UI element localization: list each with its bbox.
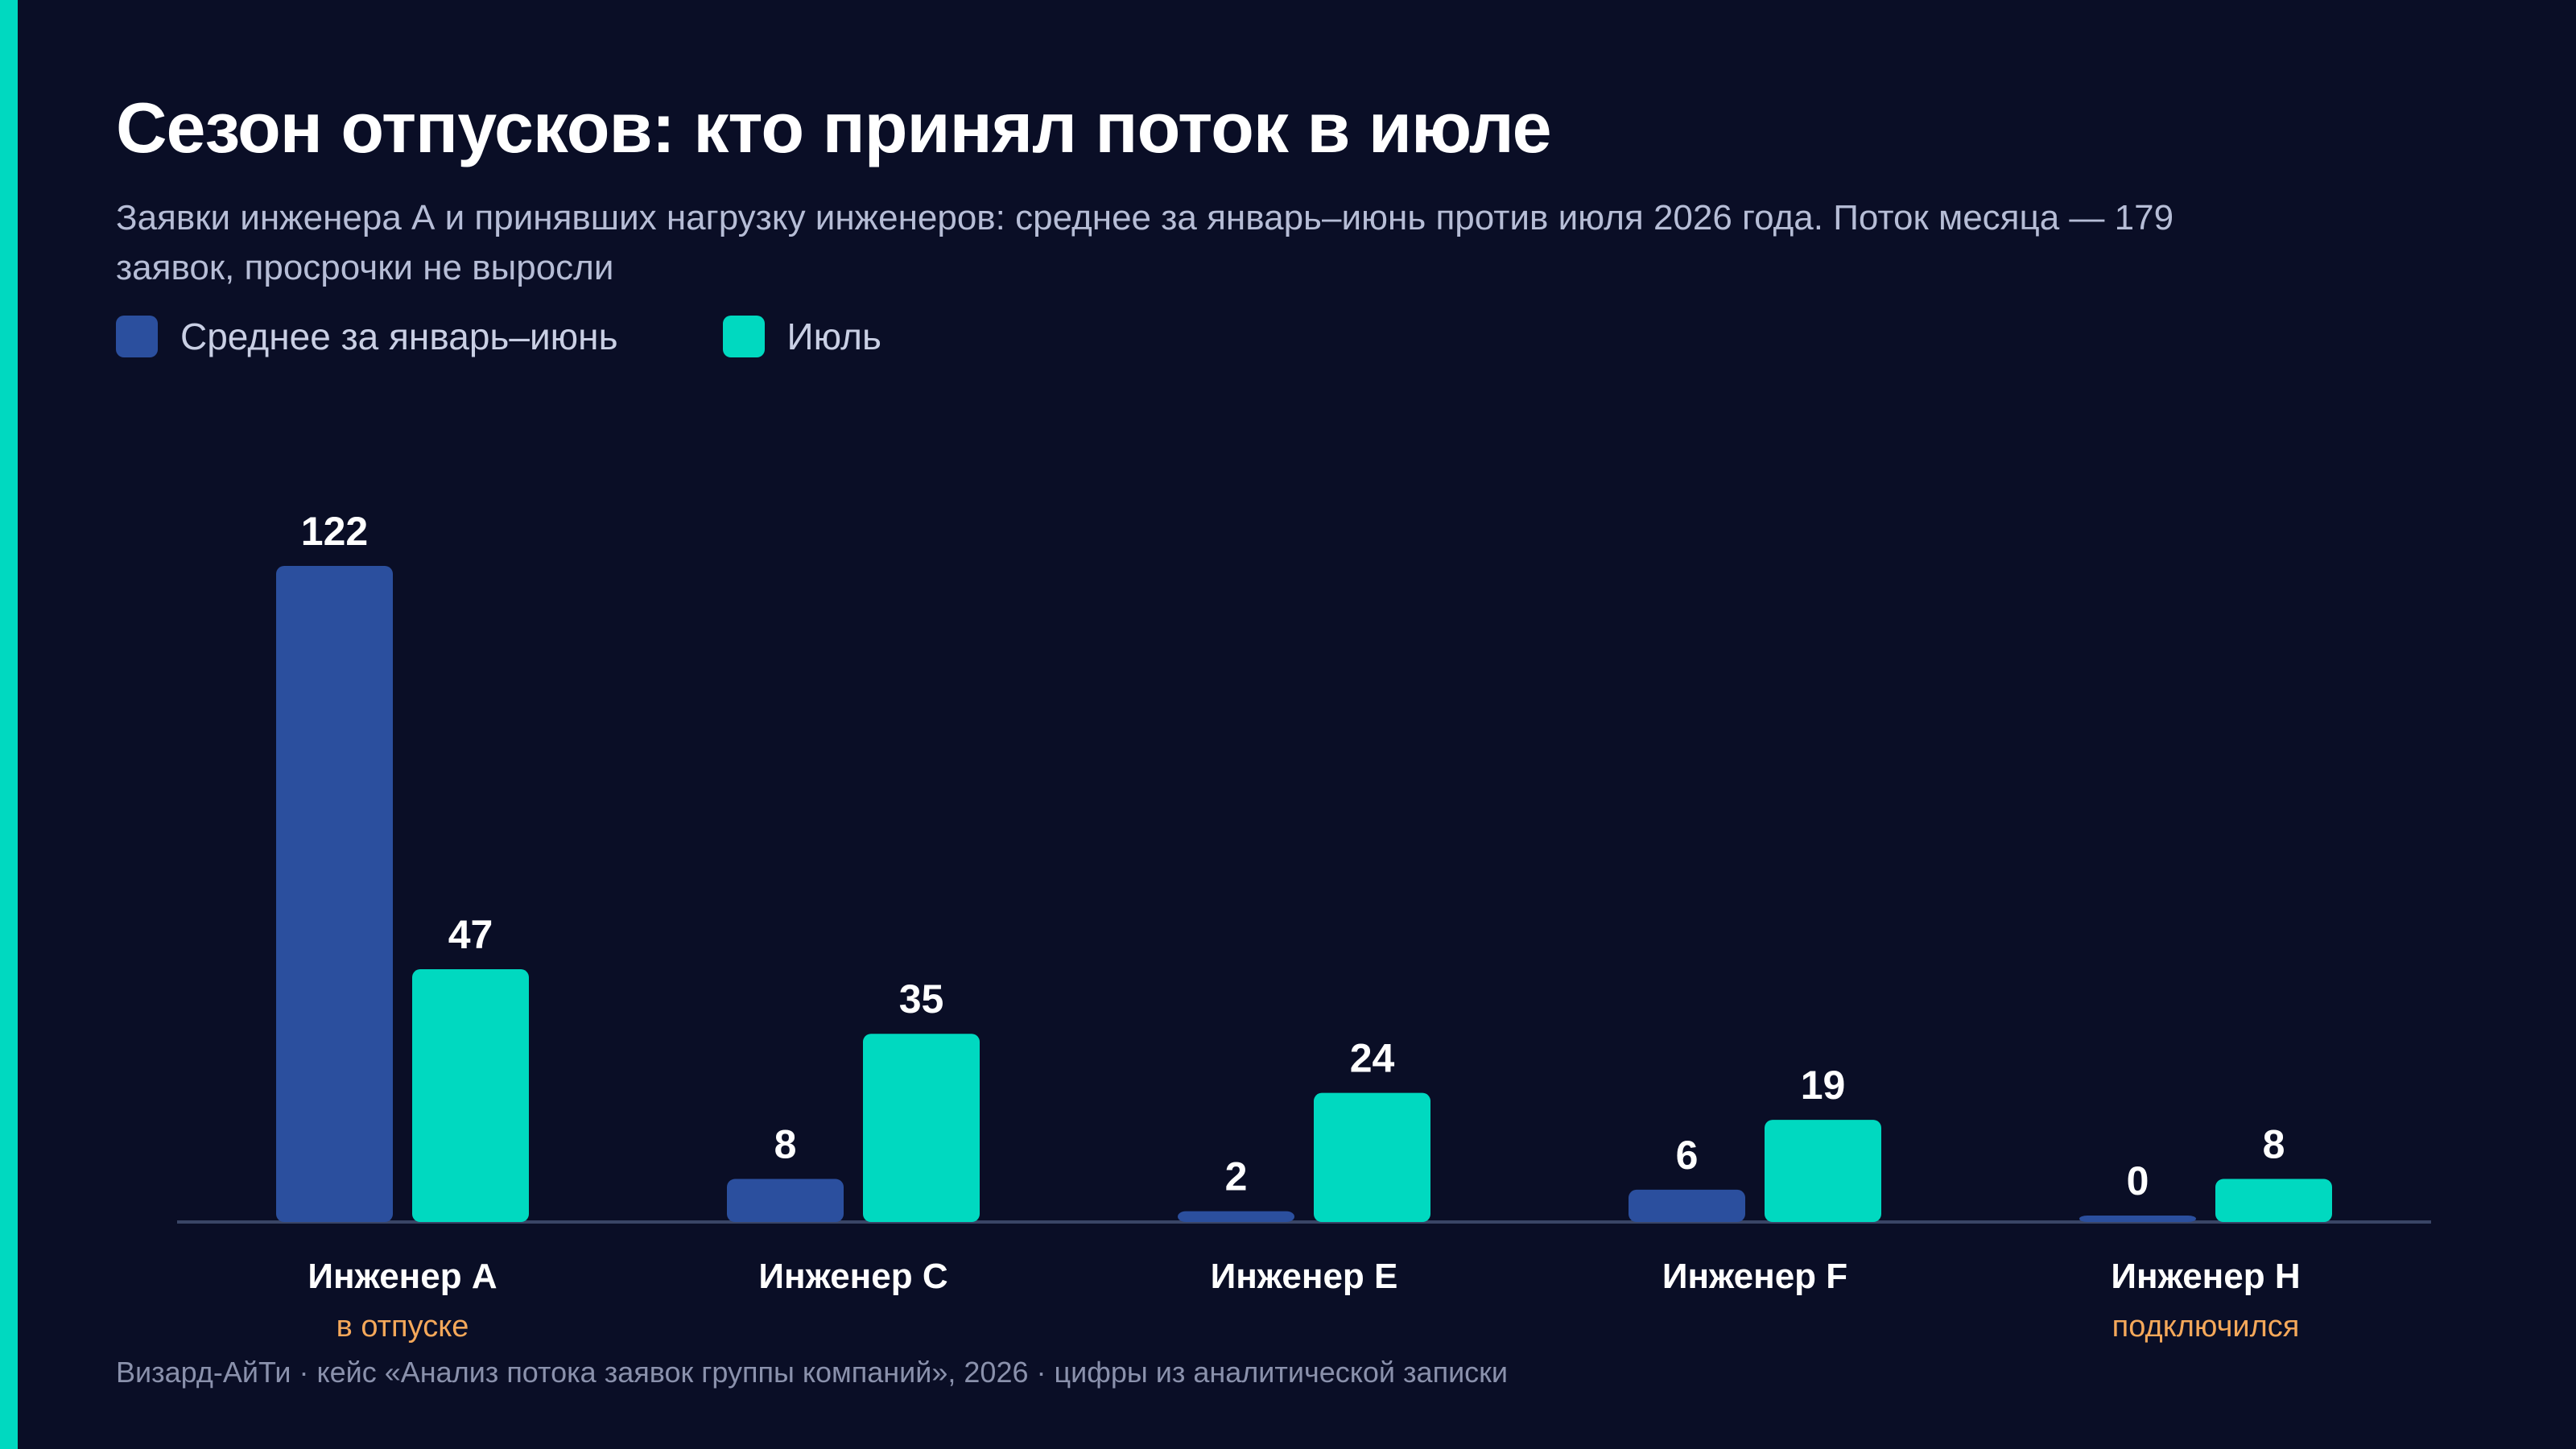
chart-subtitle: Заявки инженера А и принявших нагрузку и… (116, 198, 2174, 287)
bar-avg-4 (1629, 1189, 1745, 1222)
value-label-july-1: 47 (448, 912, 493, 957)
category-label-2: Инженер C (758, 1257, 947, 1296)
category-note-5: подключился (2112, 1310, 2300, 1344)
bar-july-3 (1314, 1092, 1430, 1222)
category-note-1: в отпуске (336, 1310, 469, 1344)
category-label-1: Инженер A (308, 1257, 497, 1296)
bar-july-5 (2215, 1179, 2332, 1222)
legend-item-avg: Среднее за январь–июнь (116, 315, 618, 358)
value-label-july-4: 19 (1801, 1063, 1846, 1108)
bar-avg-5 (2079, 1216, 2196, 1222)
value-label-july-3: 24 (1350, 1036, 1395, 1081)
bar-avg-2 (727, 1179, 844, 1222)
category-label-5: Инженер H (2111, 1257, 2300, 1296)
legend-label-avg: Среднее за январь–июнь (180, 316, 618, 357)
bar-avg-3 (1178, 1211, 1294, 1222)
value-label-july-2: 35 (899, 976, 944, 1022)
value-label-july-5: 8 (2263, 1122, 2285, 1167)
legend-label-july: Июль (786, 316, 881, 357)
value-label-avg-4: 6 (1676, 1133, 1699, 1178)
category-label-4: Инженер F (1662, 1257, 1847, 1296)
legend-swatch-july (722, 316, 765, 357)
value-label-avg-1: 122 (301, 509, 368, 554)
bar-july-4 (1765, 1120, 1881, 1222)
value-label-avg-2: 8 (774, 1122, 797, 1167)
footer-source: Визард-АйТи · кейс «Анализ потока заявок… (116, 1356, 1509, 1389)
bar-avg-1 (276, 566, 393, 1222)
legend-swatch-avg (116, 316, 158, 357)
value-label-avg-3: 2 (1225, 1154, 1248, 1199)
legend: Среднее за январь–июнь Июль (116, 314, 986, 359)
value-label-avg-5: 0 (2127, 1158, 2149, 1203)
category-label-3: Инженер E (1211, 1257, 1398, 1296)
bar-july-2 (863, 1034, 980, 1222)
bar-july-1 (412, 969, 529, 1222)
legend-item-july: Июль (722, 315, 881, 358)
accent-stripe (0, 0, 18, 1449)
chart-title: Сезон отпусков: кто принял поток в июле (116, 88, 1552, 167)
